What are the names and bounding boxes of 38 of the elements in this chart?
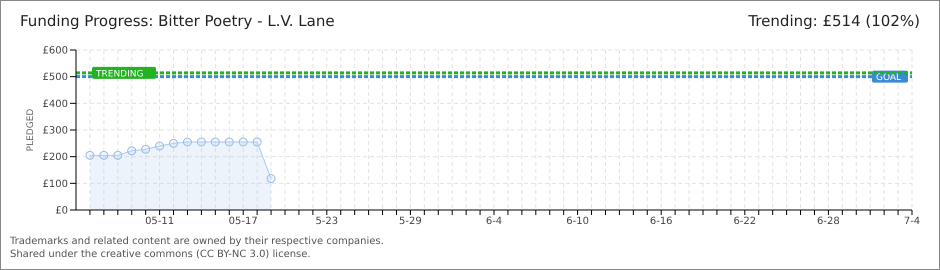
x-tick-label: 05-17	[228, 216, 258, 228]
point	[238, 138, 248, 146]
ref-line-label: GOAL	[876, 73, 902, 84]
x-tick-label: 6-16	[650, 216, 673, 228]
point	[85, 150, 94, 160]
x-tick-label: 6-10	[566, 216, 589, 228]
point	[182, 138, 192, 146]
point	[266, 174, 276, 184]
y-tick-label: £400	[42, 98, 68, 110]
chart-title: Funding Progress: Bitter Poetry - L.V. Lane	[20, 12, 335, 30]
point	[127, 146, 136, 156]
x-tick-label: 5-23	[315, 216, 338, 228]
point	[141, 144, 150, 154]
text: Trademarks and related content are owned by their respective companies.	[10, 236, 384, 247]
x-tick-label: 6-4	[486, 216, 502, 228]
y-tick-label: £300	[42, 126, 68, 137]
point	[169, 138, 178, 148]
point	[252, 138, 262, 146]
x-tick-label: 5-29	[399, 216, 422, 228]
point	[224, 138, 234, 146]
point	[196, 138, 206, 146]
text: Shared under the creative commons (CC BY-NC 3.0) license.	[10, 249, 311, 260]
point	[113, 150, 122, 160]
point	[155, 142, 164, 150]
chart-subtitle: Trending: £514 (102%)	[748, 12, 920, 30]
y-tick-label: £500	[42, 72, 68, 84]
x-tick-label: 7-4	[904, 216, 920, 228]
y-tick-label: £600	[42, 46, 68, 57]
y-tick-label: £0	[55, 206, 68, 217]
x-tick-label: 6-22	[733, 216, 756, 228]
x-tick-label: 05-11	[145, 216, 174, 228]
ref-line-label: TRENDING	[95, 69, 144, 80]
y-tick-label: £200	[42, 152, 68, 164]
y-axis-title: PLEDGED	[26, 108, 36, 152]
y-tick-label: £100	[42, 178, 68, 190]
point	[99, 150, 108, 160]
x-tick-label: 6-28	[817, 216, 840, 228]
point	[210, 138, 220, 146]
